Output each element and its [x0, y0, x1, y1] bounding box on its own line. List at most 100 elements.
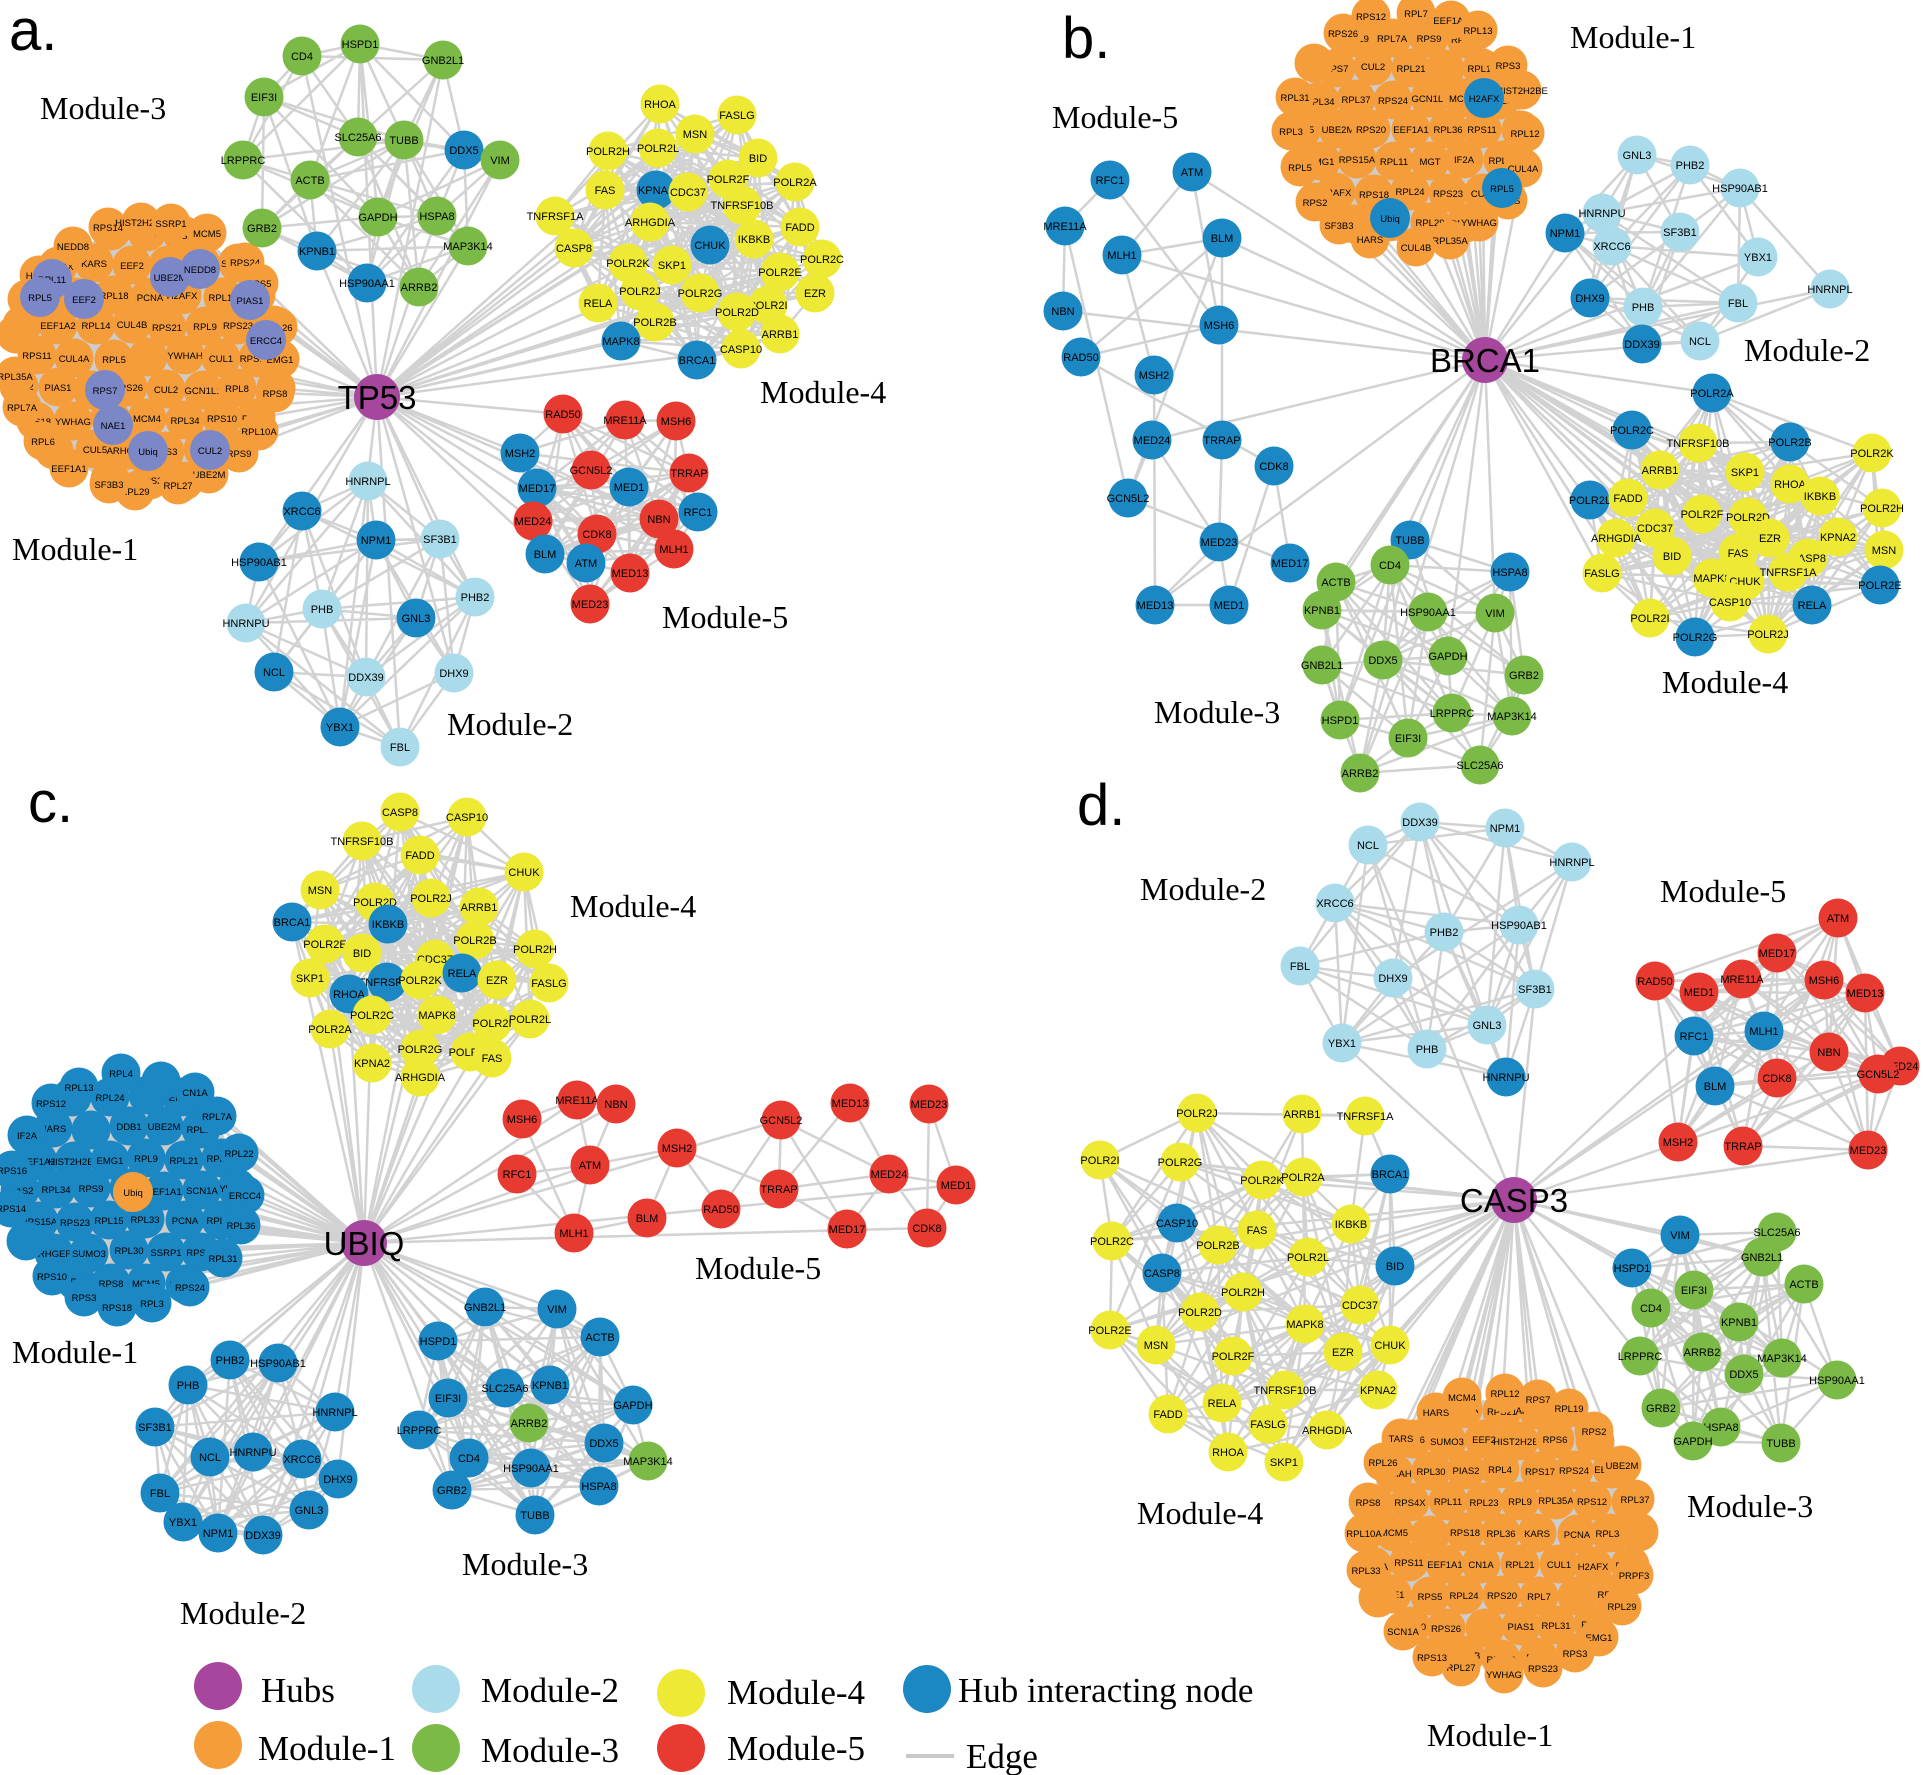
- svg-text:XRCC6: XRCC6: [1593, 241, 1630, 253]
- svg-text:RAD50: RAD50: [1063, 352, 1098, 364]
- svg-text:SUMO3: SUMO3: [72, 1249, 106, 1260]
- svg-text:POLR2A: POLR2A: [1690, 388, 1734, 400]
- svg-text:RPS23: RPS23: [223, 321, 253, 332]
- svg-text:EIF3I: EIF3I: [251, 92, 277, 104]
- svg-text:Module-1: Module-1: [258, 1729, 396, 1768]
- svg-text:ARHGEF4: ARHGEF4: [32, 1249, 77, 1260]
- svg-text:RPL29: RPL29: [120, 487, 149, 498]
- svg-text:RPL15: RPL15: [94, 1216, 123, 1227]
- svg-text:HSPD1: HSPD1: [1322, 715, 1359, 727]
- svg-text:EMG1: EMG1: [97, 1156, 124, 1167]
- svg-text:RPL31: RPL31: [208, 1254, 237, 1265]
- svg-text:RPL31: RPL31: [1541, 1621, 1570, 1632]
- svg-text:RPS8: RPS8: [263, 389, 288, 400]
- svg-text:RPS26: RPS26: [113, 383, 143, 394]
- svg-text:RPS3: RPS3: [72, 1293, 97, 1304]
- svg-text:RPS18: RPS18: [21, 417, 51, 428]
- svg-text:ARHGDIA: ARHGDIA: [395, 1072, 446, 1084]
- svg-text:GAPDH: GAPDH: [358, 212, 397, 224]
- svg-text:RPS2: RPS2: [1582, 1427, 1607, 1438]
- svg-text:POLR2A: POLR2A: [308, 1024, 352, 1036]
- svg-text:EMG1: EMG1: [1308, 157, 1335, 168]
- svg-text:DHX9: DHX9: [323, 1474, 352, 1486]
- svg-text:HSP90AB1: HSP90AB1: [250, 1358, 306, 1370]
- svg-text:HNRNPU: HNRNPU: [229, 1447, 276, 1459]
- svg-text:POLR2I: POLR2I: [1630, 613, 1669, 625]
- svg-text:RELA: RELA: [1208, 1398, 1237, 1410]
- svg-text:GNL3: GNL3: [402, 613, 431, 625]
- svg-text:TRRAP: TRRAP: [670, 468, 707, 480]
- svg-text:HSPD1: HSPD1: [342, 39, 379, 51]
- svg-text:RPS7: RPS7: [93, 386, 118, 397]
- svg-text:DDX5: DDX5: [589, 1438, 618, 1450]
- svg-text:ARRB1: ARRB1: [1284, 1109, 1321, 1121]
- svg-text:CDC37: CDC37: [670, 187, 706, 199]
- svg-text:GCN5L2: GCN5L2: [1107, 493, 1150, 505]
- svg-text:CUL2: CUL2: [1361, 62, 1385, 73]
- svg-text:Ubiq: Ubiq: [1380, 214, 1400, 225]
- svg-text:RPS9: RPS9: [227, 449, 252, 460]
- svg-text:RPL5: RPL5: [1288, 163, 1312, 174]
- svg-text:KPNB1: KPNB1: [1721, 1317, 1757, 1329]
- svg-text:MCM4: MCM4: [133, 414, 161, 425]
- svg-text:MRE11A: MRE11A: [1043, 221, 1087, 233]
- svg-text:Module-5: Module-5: [727, 1729, 865, 1768]
- svg-text:UBE2M: UBE2M: [1322, 125, 1355, 136]
- svg-text:EEF1A2: EEF1A2: [20, 1157, 55, 1168]
- svg-text:ARRB2: ARRB2: [401, 282, 438, 294]
- svg-text:CASP3: CASP3: [1460, 1182, 1568, 1219]
- svg-text:TRRAP: TRRAP: [1203, 435, 1240, 447]
- svg-text:Module-1: Module-1: [1427, 1717, 1553, 1753]
- svg-text:MAPK8: MAPK8: [418, 1010, 455, 1022]
- svg-text:RPL37: RPL37: [1341, 95, 1370, 106]
- svg-text:ATM: ATM: [575, 558, 597, 570]
- svg-text:SF3B1: SF3B1: [1663, 227, 1697, 239]
- svg-text:FAS: FAS: [482, 1053, 503, 1065]
- svg-text:CUL2: CUL2: [154, 385, 178, 396]
- svg-text:EZR: EZR: [486, 975, 508, 987]
- svg-text:PCNA: PCNA: [1564, 1530, 1591, 1541]
- svg-text:RAD50: RAD50: [545, 409, 580, 421]
- svg-text:DDX5: DDX5: [1368, 655, 1397, 667]
- svg-text:TUBB: TUBB: [389, 135, 418, 147]
- svg-text:RPL24: RPL24: [1395, 187, 1424, 198]
- svg-text:RPL13: RPL13: [64, 1083, 93, 1094]
- svg-text:NEDD8: NEDD8: [184, 265, 216, 276]
- svg-text:FADD: FADD: [785, 222, 814, 234]
- svg-text:MSN: MSN: [683, 129, 708, 141]
- svg-text:POLR2D: POLR2D: [1178, 1307, 1222, 1319]
- svg-text:RPS13: RPS13: [1417, 1653, 1447, 1664]
- svg-text:TUBB: TUBB: [520, 1510, 549, 1522]
- svg-text:Edge: Edge: [966, 1737, 1038, 1775]
- svg-text:MED13: MED13: [612, 568, 649, 580]
- svg-text:TNFRSF1A: TNFRSF1A: [527, 211, 585, 223]
- svg-text:SLC25A6: SLC25A6: [334, 132, 381, 144]
- svg-text:DDX39: DDX39: [1402, 817, 1437, 829]
- svg-text:RPL7: RPL7: [1527, 1592, 1551, 1603]
- svg-text:RHOA: RHOA: [1774, 479, 1806, 491]
- svg-text:CUL5: CUL5: [83, 445, 107, 456]
- svg-text:CUL2: CUL2: [198, 446, 222, 457]
- svg-text:POLR2B: POLR2B: [1768, 437, 1811, 449]
- svg-text:EMG1: EMG1: [1586, 1633, 1613, 1644]
- svg-text:EEF1A2: EEF1A2: [40, 321, 75, 332]
- svg-text:MAP3K14: MAP3K14: [1487, 711, 1537, 723]
- svg-text:RPS23: RPS23: [1528, 1664, 1558, 1675]
- svg-text:SKP1: SKP1: [296, 973, 324, 985]
- svg-text:GRB2: GRB2: [247, 223, 277, 235]
- svg-text:RPS8: RPS8: [1356, 1498, 1381, 1509]
- svg-text:PHB2: PHB2: [216, 1355, 245, 1367]
- svg-text:POLR2K: POLR2K: [1850, 448, 1894, 460]
- svg-text:RPL12: RPL12: [1490, 1389, 1519, 1400]
- svg-text:RELA: RELA: [448, 968, 477, 980]
- svg-text:UBIQ: UBIQ: [324, 1225, 405, 1262]
- svg-text:RPS7: RPS7: [1324, 64, 1349, 75]
- svg-text:RPL29: RPL29: [1607, 1602, 1636, 1613]
- svg-text:FADD: FADD: [1613, 493, 1642, 505]
- svg-text:BLM: BLM: [534, 549, 557, 561]
- svg-text:RPL29: RPL29: [1415, 218, 1444, 229]
- svg-text:RPS10: RPS10: [207, 414, 237, 425]
- svg-text:Module-2: Module-2: [481, 1671, 619, 1710]
- svg-text:RPS3: RPS3: [1496, 61, 1521, 72]
- svg-text:XRCC6: XRCC6: [283, 1454, 320, 1466]
